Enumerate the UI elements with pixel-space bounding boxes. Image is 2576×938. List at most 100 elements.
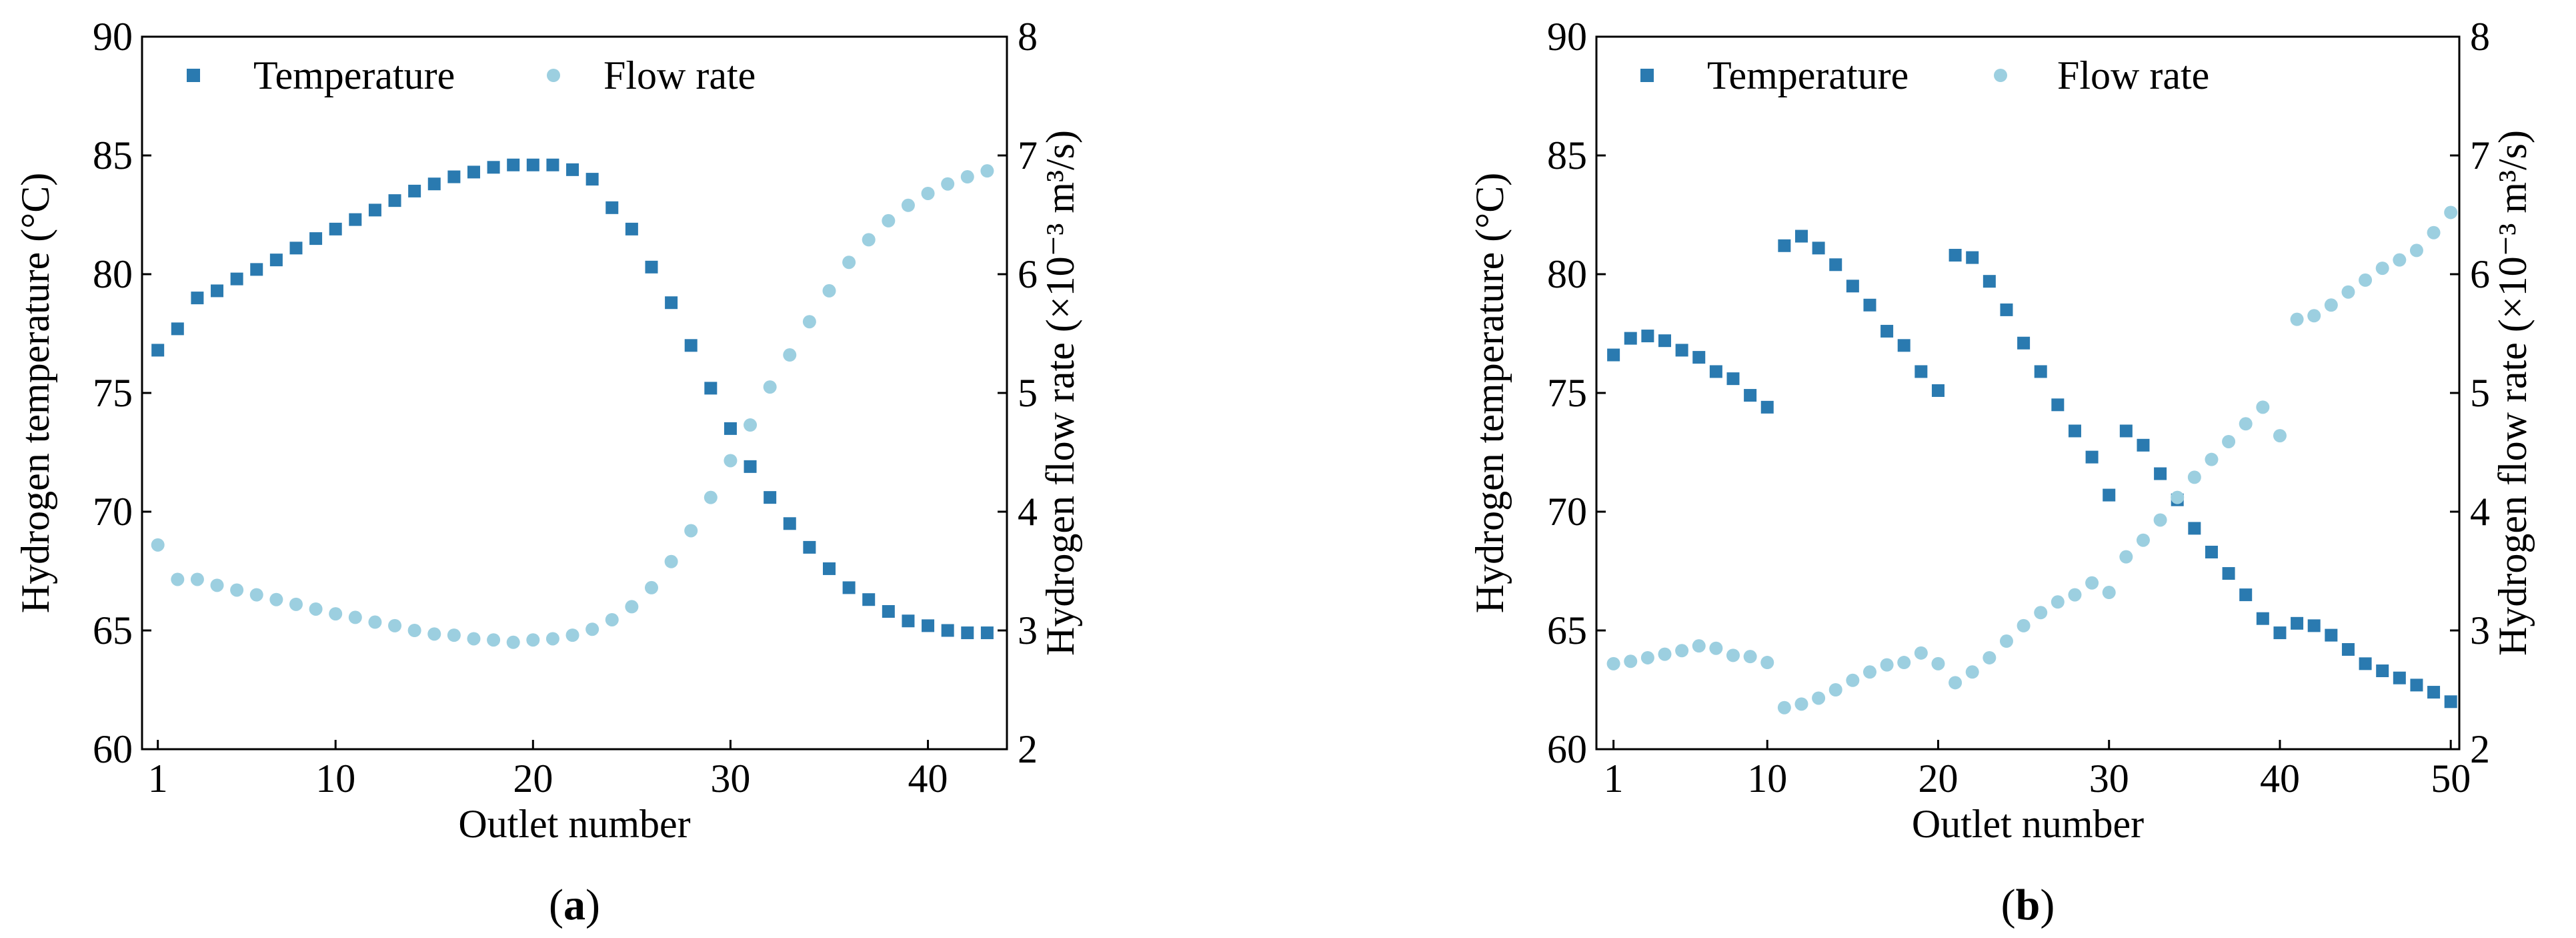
- data-point: [625, 222, 638, 236]
- data-point: [2102, 586, 2116, 600]
- data-point: [724, 422, 737, 435]
- y-right-tick-label: 5: [2470, 371, 2490, 415]
- y-right-tick-label: 2: [2470, 727, 2490, 771]
- data-point: [664, 554, 678, 568]
- y-right-tick-label: 4: [1018, 490, 1038, 534]
- data-point: [211, 284, 224, 298]
- data-point: [171, 572, 185, 586]
- data-point: [1692, 351, 1706, 364]
- plot-frame: [1595, 35, 2461, 751]
- y-left-tick-label: 65: [93, 608, 133, 652]
- data-point: [2290, 312, 2304, 326]
- data-point: [230, 583, 244, 597]
- data-point: [2307, 309, 2321, 323]
- data-point: [585, 173, 599, 186]
- data-point: [2137, 438, 2150, 452]
- data-point: [1744, 389, 1757, 402]
- data-point: [507, 158, 520, 171]
- data-point: [980, 626, 994, 640]
- x-tick-label: 20: [1918, 757, 1958, 801]
- data-point: [625, 600, 639, 614]
- data-point: [783, 348, 797, 362]
- legend-marker-temperature: [187, 69, 200, 82]
- legend-marker-flow-rate: [547, 69, 560, 82]
- data-point: [783, 517, 796, 530]
- data-point: [763, 380, 777, 394]
- legend-marker-flow-rate: [1994, 69, 2007, 82]
- data-point: [585, 622, 599, 636]
- data-point: [1640, 650, 1654, 664]
- data-point: [960, 170, 974, 184]
- data-point: [901, 198, 915, 212]
- data-point: [921, 186, 935, 200]
- data-point: [329, 607, 343, 621]
- data-point: [862, 593, 876, 606]
- chart-panel-b: 1 10 20 30 40 50 60 65 70 75 80 85 90 2 3 4 5 6 7 8 Outlet n…: [1468, 15, 2535, 929]
- y-left-tick-label: 60: [1547, 727, 1587, 771]
- data-point: [151, 344, 165, 357]
- data-point: [388, 194, 401, 207]
- legend-label: Temperature: [253, 53, 455, 97]
- legend-marker-temperature: [1640, 69, 1654, 82]
- data-point: [249, 588, 263, 602]
- data-point: [2034, 606, 2048, 620]
- data-point: [2153, 513, 2167, 527]
- data-point: [427, 177, 441, 191]
- data-point: [724, 454, 738, 468]
- data-point: [1846, 673, 1860, 687]
- data-point: [2188, 522, 2201, 535]
- legend-label: Flow rate: [603, 53, 756, 97]
- x-tick-label: 1: [148, 757, 168, 801]
- data-point: [230, 272, 243, 286]
- data-point: [2256, 612, 2269, 625]
- data-point: [1607, 348, 1620, 362]
- y-right-axis-label: Hydrogen flow rate (×10⁻³ m³/s): [1038, 130, 1082, 656]
- data-point: [902, 614, 915, 628]
- y-right-axis-label: Hydrogen flow rate (×10⁻³ m³/s): [2491, 130, 2535, 656]
- data-point: [2017, 336, 2031, 350]
- data-point: [2068, 588, 2082, 602]
- chart-panel-a: 1 10 20 30 40 60 65 70 75 80 85 90 2 3 4 5 6 7 8 Outlet num…: [13, 15, 1082, 929]
- data-point: [1880, 324, 1894, 338]
- data-point: [2393, 671, 2406, 684]
- y-left-tick-label: 75: [1547, 371, 1587, 415]
- data-point: [1624, 654, 1638, 668]
- data-point: [269, 592, 283, 606]
- plot-frame: [141, 35, 1008, 751]
- data-point: [1726, 372, 1740, 386]
- data-point: [1966, 251, 1979, 264]
- data-point: [2103, 488, 2116, 502]
- data-point: [1829, 258, 1842, 272]
- data-point: [1999, 634, 2013, 648]
- data-point: [1828, 683, 1842, 696]
- data-point: [309, 232, 323, 246]
- data-point: [2427, 225, 2441, 240]
- data-point: [2187, 470, 2201, 484]
- data-point: [1983, 650, 1997, 664]
- data-point: [1862, 665, 1876, 679]
- data-point: [269, 254, 283, 267]
- data-point: [1726, 648, 1740, 662]
- data-point: [151, 538, 165, 552]
- data-point: [1778, 239, 1791, 252]
- data-point: [566, 163, 579, 176]
- series-temperature: [151, 158, 994, 640]
- data-point: [2444, 695, 2457, 709]
- data-point: [665, 296, 678, 310]
- data-point: [922, 619, 935, 632]
- data-point: [2068, 424, 2081, 438]
- data-point: [1709, 365, 1722, 378]
- data-point: [2205, 452, 2219, 466]
- data-point: [941, 177, 955, 191]
- data-point: [1863, 298, 1876, 312]
- data-point: [1846, 280, 1859, 293]
- data-point: [467, 632, 481, 646]
- y-left-tick-label: 60: [93, 727, 133, 771]
- data-point: [2409, 244, 2423, 258]
- y-left-tick-label: 90: [1547, 15, 1587, 59]
- y-right-tick-label: 6: [2470, 252, 2490, 296]
- data-point: [191, 292, 204, 305]
- data-point: [1794, 697, 1808, 711]
- data-point: [2051, 595, 2065, 609]
